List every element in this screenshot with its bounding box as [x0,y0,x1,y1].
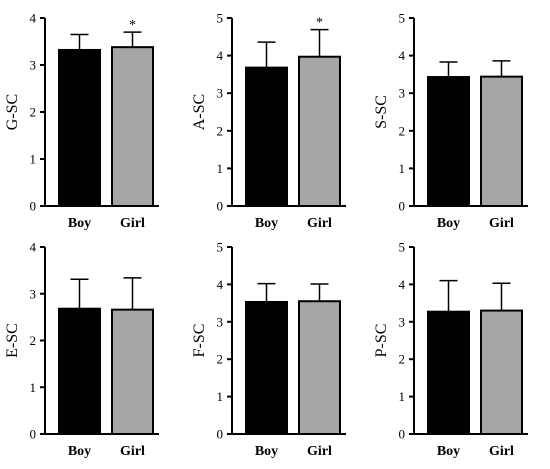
y-tick-label: 4 [399,277,406,292]
category-label-boy: Boy [255,444,278,459]
y-tick-label: 5 [399,240,406,255]
y-tick-label: 1 [399,161,406,176]
bar-boy [427,310,470,435]
y-tick-label: 4 [217,277,224,292]
y-axis-title: E-SC [4,323,21,358]
category-label-girl: Girl [307,216,332,231]
y-tick-label: 1 [30,152,37,167]
y-tick-label: 0 [217,199,224,214]
y-tick-label: 2 [399,352,406,367]
bar-girl [480,309,523,435]
chart-panel-s-sc: 0 1 2 3 4 5 S-SC Boy Girl [373,11,528,231]
y-tick-label: 2 [30,333,37,348]
category-label-girl: Girl [120,444,145,459]
y-tick-label: 1 [399,389,406,404]
bar-boy [427,76,470,207]
y-tick-label: 3 [217,314,224,329]
y-tick-label: 0 [399,199,406,214]
chart-panel-g-sc: 0 1 2 3 4 G-SC Boy Girl * [4,11,159,231]
category-label-boy: Boy [68,444,91,459]
y-tick-label: 4 [30,240,37,255]
category-label-girl: Girl [489,444,514,459]
bar-girl [111,308,154,435]
y-tick-label: 4 [30,11,37,26]
category-label-boy: Boy [68,216,91,231]
y-tick-label: 3 [399,86,406,101]
category-label-girl: Girl [489,216,514,231]
bar-boy [58,48,101,207]
y-tick-label: 1 [217,161,224,176]
category-label-girl: Girl [307,444,332,459]
y-tick-label: 5 [399,11,406,26]
y-tick-label: 0 [30,427,37,442]
y-axis-title: P-SC [373,324,390,358]
category-label-girl: Girl [120,216,145,231]
y-tick-label: 2 [30,105,37,120]
significance-marker: * [316,16,323,31]
y-tick-label: 2 [217,123,224,138]
y-axis-title: G-SC [4,94,21,130]
y-axis-title: F-SC [191,324,208,358]
y-tick-label: 3 [30,58,37,73]
category-label-boy: Boy [437,444,460,459]
y-axis-title: S-SC [373,95,390,129]
bar-girl [298,55,341,208]
category-label-boy: Boy [437,216,460,231]
chart-panel-a-sc: 0 1 2 3 4 5 A-SC Boy Girl * [191,11,346,231]
bar-boy [58,307,101,435]
significance-marker: * [129,18,136,33]
y-tick-label: 3 [30,286,37,301]
bar-girl [480,75,523,207]
y-tick-label: 0 [399,427,406,442]
y-axis-title: A-SC [191,94,208,130]
chart-panel-f-sc: 0 1 2 3 4 5 F-SC Boy Girl [191,240,346,459]
chart-panel-e-sc: 0 1 2 3 4 E-SC Boy Girl [4,240,159,459]
bar-boy [245,300,288,435]
y-tick-label: 0 [30,199,37,214]
bar-girl [111,46,154,207]
y-tick-label: 2 [399,123,406,138]
y-tick-label: 3 [217,86,224,101]
y-tick-label: 3 [399,314,406,329]
category-label-boy: Boy [255,216,278,231]
y-tick-label: 0 [217,427,224,442]
bar-girl [298,300,341,436]
chart-panel-p-sc: 0 1 2 3 4 5 P-SC Boy Girl [373,240,528,459]
y-tick-label: 2 [217,352,224,367]
y-tick-label: 5 [217,11,224,26]
y-tick-label: 4 [399,48,406,63]
bar-boy [245,66,288,207]
y-tick-label: 4 [217,48,224,63]
y-tick-label: 1 [217,389,224,404]
y-tick-label: 5 [217,240,224,255]
y-tick-label: 1 [30,380,37,395]
